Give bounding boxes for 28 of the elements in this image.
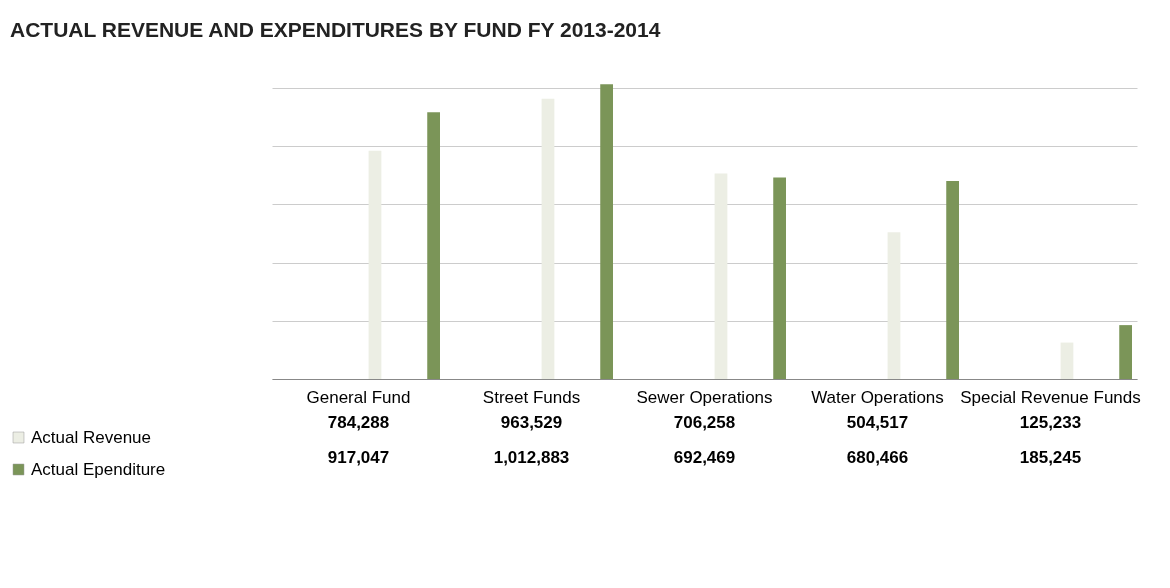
bar — [1060, 342, 1074, 379]
data-label: 963,529 — [500, 412, 563, 432]
bar — [541, 98, 555, 379]
bar — [600, 84, 613, 379]
x-tick-label: Sewer Operations — [636, 387, 773, 407]
data-label: 784,288 — [327, 412, 390, 432]
data-label: 706,258 — [673, 412, 736, 432]
x-tick-label: Street Funds — [482, 387, 581, 407]
data-label: 185,245 — [1019, 447, 1082, 467]
bar — [368, 150, 382, 379]
data-label: 917,047 — [327, 447, 390, 467]
x-tick-label: General Fund — [306, 387, 411, 407]
bar — [887, 232, 901, 379]
bar — [1119, 325, 1132, 379]
bar — [427, 112, 440, 379]
data-label: 680,466 — [846, 447, 909, 467]
data-label: 504,517 — [846, 412, 909, 432]
chart-title: ACTUAL REVENUE AND EXPENDITURES BY FUND FY 2013-2014 — [10, 18, 661, 41]
data-label: 692,469 — [673, 447, 736, 467]
bar — [946, 181, 959, 379]
bar — [714, 173, 728, 379]
legend-label: Actual Revenue — [31, 427, 152, 447]
legend-label: Actual Ependiture — [31, 459, 166, 479]
data-label: 125,233 — [1019, 412, 1082, 432]
data-label: 1,012,883 — [493, 447, 570, 467]
x-tick-label: Water Operations — [811, 387, 944, 407]
bar — [773, 177, 786, 379]
x-tick-label: Special Revenue Funds — [960, 387, 1141, 407]
